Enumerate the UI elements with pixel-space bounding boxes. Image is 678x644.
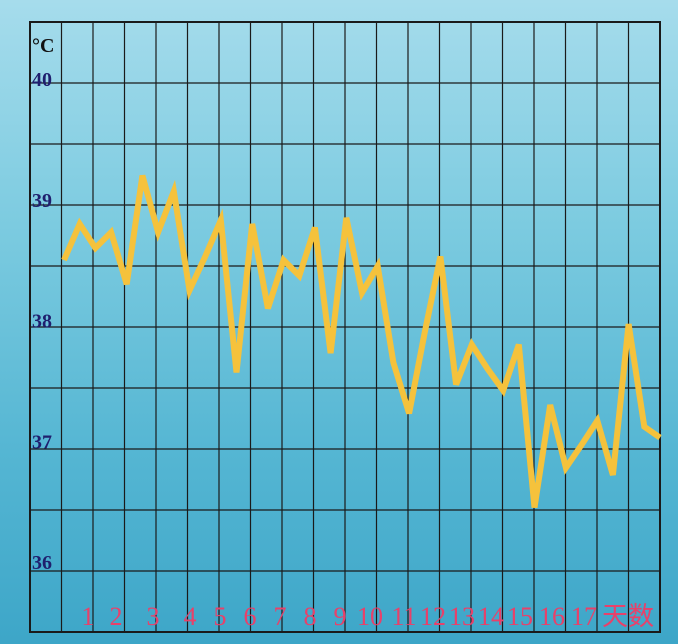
- x-tick-label: 11: [391, 602, 416, 631]
- x-tick-label: 8: [304, 602, 317, 631]
- y-tick-label: 36: [32, 552, 52, 574]
- x-tick-label: 6: [244, 602, 257, 631]
- x-tick-label: 5: [214, 602, 227, 631]
- y-tick-label: 38: [32, 311, 52, 333]
- x-tick-label: 15: [507, 602, 533, 631]
- y-tick-labels: 40 39 38 37 36: [32, 69, 52, 574]
- y-tick-label: 40: [32, 69, 52, 91]
- x-tick-label: 12: [420, 602, 446, 631]
- x-axis-label: 天数: [602, 602, 654, 631]
- x-tick-label: 2: [110, 602, 123, 631]
- x-tick-label: 7: [274, 602, 287, 631]
- data-points: [63, 175, 661, 508]
- x-tick-label: 3: [147, 602, 160, 631]
- x-tick-labels: 1 2 3 4 5 6 7 8 9 10 11 12 13 14 15 16 17: [82, 602, 598, 631]
- y-tick-label: 37: [32, 431, 52, 453]
- x-tick-label: 4: [184, 602, 197, 631]
- unit-label: °C: [32, 35, 54, 57]
- x-tick-label: 17: [571, 602, 597, 631]
- x-tick-label: 1: [82, 602, 95, 631]
- temperature-series-line: [61, 174, 662, 509]
- x-tick-label: 9: [334, 602, 347, 631]
- x-tick-label: 10: [357, 602, 383, 631]
- x-tick-label: 13: [449, 602, 475, 631]
- y-tick-label: 39: [32, 190, 52, 212]
- x-tick-label: 14: [478, 602, 504, 631]
- grid: [29, 21, 661, 633]
- x-tick-label: 16: [539, 602, 565, 631]
